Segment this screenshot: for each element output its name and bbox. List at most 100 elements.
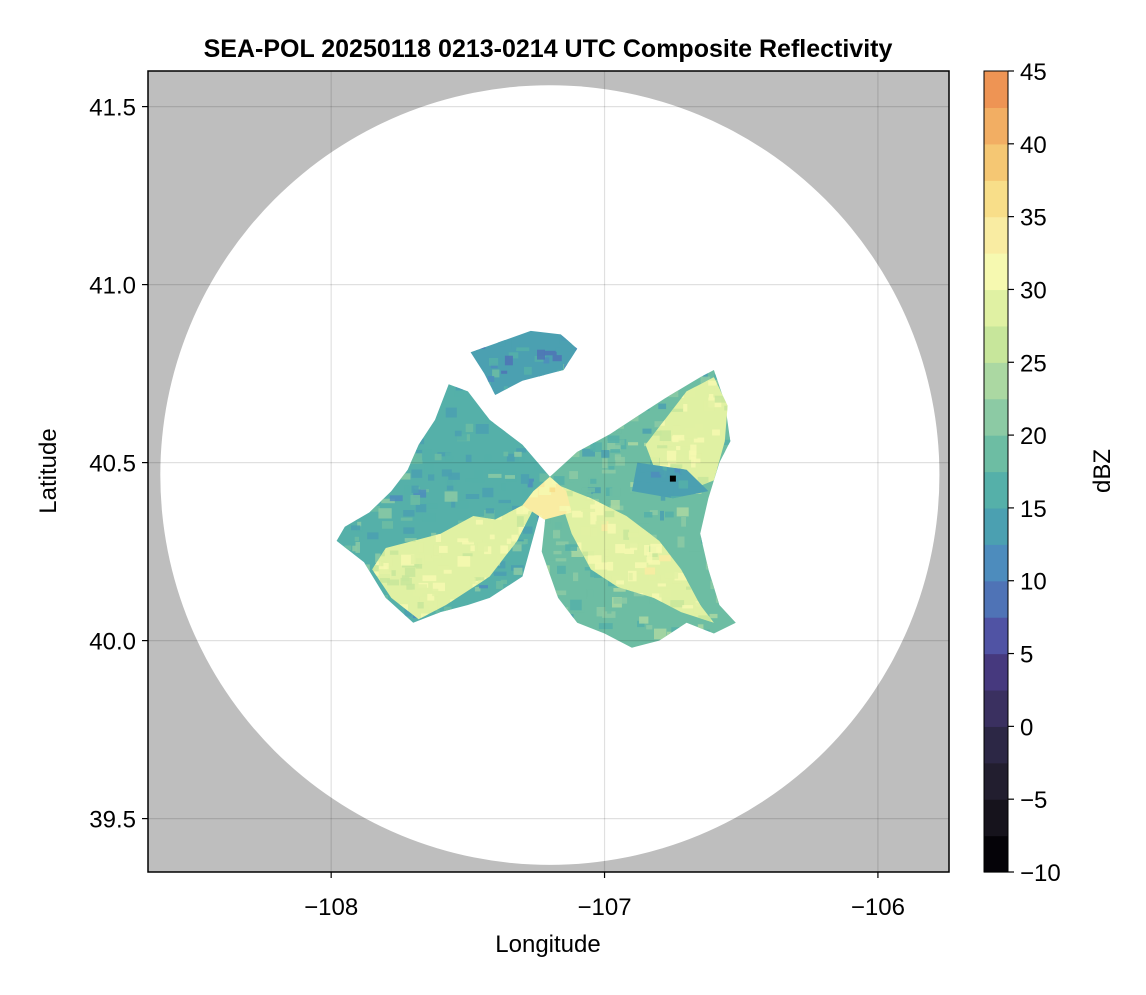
echo-speck bbox=[438, 545, 448, 553]
echo-speck bbox=[549, 485, 556, 493]
echo-speck bbox=[614, 454, 622, 461]
echo-speck bbox=[514, 456, 525, 464]
echo-speck bbox=[457, 556, 471, 567]
echo-speck bbox=[660, 441, 673, 447]
echo-speck bbox=[555, 541, 569, 546]
echo-speck bbox=[635, 562, 647, 569]
echo-speck bbox=[497, 338, 506, 347]
echo-speck bbox=[559, 336, 574, 345]
echo-speck bbox=[563, 351, 575, 360]
echo-speck bbox=[380, 591, 393, 599]
echo-speck bbox=[516, 506, 528, 515]
colorbar-frame bbox=[983, 70, 1009, 873]
echo-speck bbox=[504, 355, 513, 366]
echo-speck bbox=[454, 390, 464, 397]
echo-speck bbox=[398, 473, 411, 480]
echo-speck bbox=[666, 546, 676, 551]
echo-speck bbox=[607, 561, 614, 571]
echo-speck bbox=[601, 450, 610, 458]
echo-speck bbox=[465, 478, 479, 482]
echo-speck bbox=[590, 527, 598, 537]
colorbar-segment bbox=[984, 762, 1008, 800]
echo-speck bbox=[448, 472, 460, 480]
echo-speck bbox=[477, 542, 488, 552]
echo-speck bbox=[613, 597, 628, 604]
echo-speck bbox=[387, 579, 400, 586]
echo-speck bbox=[703, 400, 715, 412]
echo-speck bbox=[659, 430, 671, 441]
echo-speck bbox=[456, 500, 469, 509]
colorbar-label: dBZ bbox=[1089, 449, 1116, 493]
echo-speck bbox=[410, 495, 421, 505]
echo-speck bbox=[511, 534, 519, 542]
colorbar-segment bbox=[984, 835, 1008, 873]
echo-speck bbox=[674, 464, 682, 475]
echo-speck bbox=[489, 469, 500, 478]
radar-site-marker bbox=[669, 475, 676, 482]
echo-speck bbox=[601, 469, 616, 474]
echo-speck bbox=[604, 549, 609, 557]
echo-speck bbox=[559, 505, 570, 512]
echo-speck bbox=[697, 476, 709, 486]
echo-speck bbox=[698, 615, 711, 623]
y-tick-label: 40.5 bbox=[89, 451, 136, 478]
radar-coverage-circle bbox=[160, 85, 940, 865]
echo-speck bbox=[576, 588, 587, 600]
echo-speck bbox=[572, 510, 583, 518]
echo-speck bbox=[649, 595, 657, 604]
echo-speck bbox=[637, 620, 645, 628]
colorbar-segment bbox=[984, 216, 1008, 254]
echo-speck bbox=[465, 494, 480, 499]
echo-speck bbox=[638, 528, 653, 536]
echo-speck bbox=[708, 394, 714, 399]
echo-speck bbox=[585, 496, 592, 501]
y-tick-label: 39.5 bbox=[89, 807, 136, 834]
x-tick-label: −107 bbox=[578, 894, 632, 921]
echo-speck bbox=[514, 344, 520, 349]
echo-speck bbox=[543, 357, 550, 364]
echo-speck bbox=[520, 474, 530, 484]
echo-speck bbox=[615, 456, 625, 466]
echo-speck bbox=[389, 550, 399, 555]
echo-speck bbox=[506, 508, 518, 512]
echo-speck bbox=[516, 516, 524, 527]
echo-speck bbox=[624, 548, 634, 554]
echo-speck bbox=[454, 430, 462, 437]
echo-speck bbox=[602, 611, 616, 618]
echo-speck bbox=[538, 487, 552, 495]
colorbar-tick-label: 35 bbox=[1020, 205, 1047, 232]
echo-speck bbox=[582, 448, 595, 457]
echo-speck bbox=[693, 602, 702, 614]
echo-speck bbox=[712, 429, 720, 436]
echo-speck bbox=[462, 553, 473, 557]
echo-speck bbox=[457, 538, 469, 543]
echo-speck bbox=[607, 440, 621, 451]
echo-speck bbox=[422, 575, 437, 582]
echo-speck bbox=[415, 504, 427, 513]
echo-speck bbox=[683, 404, 688, 412]
echo-speck bbox=[441, 469, 452, 477]
echo-speck bbox=[587, 589, 594, 598]
echo-speck bbox=[401, 554, 415, 566]
colorbar-segment bbox=[984, 289, 1008, 327]
echo-speck bbox=[595, 521, 607, 525]
echo-speck bbox=[410, 555, 425, 565]
echo-speck bbox=[676, 454, 685, 465]
echo-speck bbox=[628, 572, 633, 581]
colorbar-tick-label: 20 bbox=[1020, 423, 1047, 450]
echo-speck bbox=[616, 580, 624, 585]
grid-lines bbox=[148, 71, 949, 872]
echo-speck bbox=[576, 542, 582, 553]
echo-speck bbox=[682, 605, 694, 609]
y-tick-label: 41.5 bbox=[89, 95, 136, 122]
echo-speck bbox=[400, 517, 413, 521]
echo-speck bbox=[432, 582, 445, 592]
echo-speck bbox=[693, 437, 705, 443]
echo-speck bbox=[404, 608, 412, 617]
echo-speck bbox=[670, 496, 683, 499]
echo-speck bbox=[598, 623, 613, 630]
echo-speck bbox=[569, 471, 578, 479]
colorbar-ticks: −10 −5 0 5 10 15 20 25 30 35 40 45 bbox=[1008, 59, 1061, 887]
echo-speck bbox=[476, 349, 488, 355]
